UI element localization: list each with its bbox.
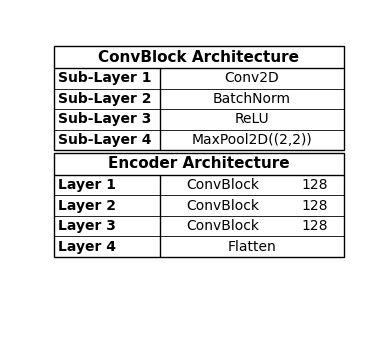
Text: Layer 4: Layer 4: [58, 239, 116, 253]
Text: 128: 128: [301, 219, 328, 233]
Text: ConvBlock: ConvBlock: [186, 219, 259, 233]
Text: MaxPool2D((2,2)): MaxPool2D((2,2)): [191, 133, 312, 147]
Text: ConvBlock Architecture: ConvBlock Architecture: [98, 50, 300, 65]
Text: ConvBlock: ConvBlock: [186, 198, 259, 212]
Text: BatchNorm: BatchNorm: [213, 92, 291, 106]
Text: Sub-Layer 3: Sub-Layer 3: [58, 112, 151, 126]
Text: Sub-Layer 4: Sub-Layer 4: [58, 133, 151, 147]
Text: Layer 1: Layer 1: [58, 178, 116, 192]
Text: Sub-Layer 2: Sub-Layer 2: [58, 92, 151, 106]
Text: ReLU: ReLU: [234, 112, 269, 126]
Text: Conv2D: Conv2D: [224, 71, 279, 85]
Text: 128: 128: [301, 178, 328, 192]
Text: Sub-Layer 1: Sub-Layer 1: [58, 71, 151, 85]
Text: Layer 2: Layer 2: [58, 198, 116, 212]
Text: ConvBlock: ConvBlock: [186, 178, 259, 192]
Text: 128: 128: [301, 198, 328, 212]
Bar: [54, 46, 344, 150]
Text: Layer 3: Layer 3: [58, 219, 116, 233]
Text: Encoder Architecture: Encoder Architecture: [108, 156, 290, 171]
Bar: [54, 153, 344, 257]
Text: Flatten: Flatten: [227, 239, 276, 253]
